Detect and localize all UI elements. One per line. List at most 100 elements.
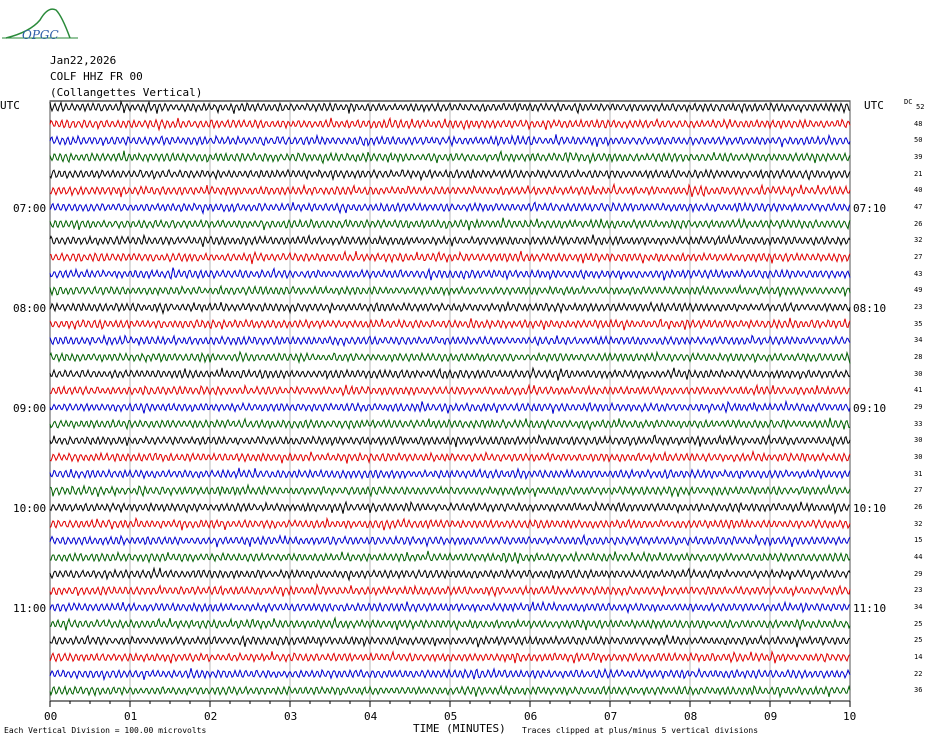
trace-line xyxy=(49,300,851,316)
trace-line xyxy=(49,449,851,465)
dc-value: 47 xyxy=(914,203,923,211)
right-time-label: 08:10 xyxy=(853,302,887,315)
dc-label: DC xyxy=(904,98,913,106)
dc-value: 25 xyxy=(914,636,923,645)
trace-line xyxy=(49,616,851,632)
trace-line xyxy=(49,417,851,432)
dc-value: 14 xyxy=(914,653,923,661)
left-time-label: 08:00 xyxy=(13,302,47,315)
x-tick-label: 01 xyxy=(124,710,138,723)
dc-value: 26 xyxy=(914,219,923,228)
trace-line xyxy=(49,267,851,281)
trace-line xyxy=(49,168,851,182)
dc-value: 32 xyxy=(914,236,923,245)
trace-line xyxy=(49,217,851,231)
trace-line xyxy=(49,516,851,531)
header-date: Jan22,2026 xyxy=(50,54,117,67)
right-time-label: 11:10 xyxy=(853,602,887,615)
trace-line xyxy=(49,249,851,265)
dc-value: 49 xyxy=(914,286,923,295)
dc-value: 26 xyxy=(914,503,923,511)
header-station: COLF HHZ FR 00 xyxy=(50,70,143,83)
trace-line xyxy=(49,116,851,132)
trace-line xyxy=(49,233,851,247)
trace-line xyxy=(49,566,851,582)
x-tick-label: 04 xyxy=(364,710,378,723)
trace-line xyxy=(49,500,851,515)
dc-value: 39 xyxy=(914,153,923,161)
trace-line xyxy=(49,433,851,448)
dc-value: 44 xyxy=(914,553,923,561)
dc-value: 21 xyxy=(914,169,923,178)
x-tick-label: 06 xyxy=(524,710,538,723)
header-site: (Collangettes Vertical) xyxy=(50,86,203,99)
right-time-label: 10:10 xyxy=(853,502,887,515)
dc-value: 41 xyxy=(914,386,923,395)
left-time-label: 11:00 xyxy=(13,602,47,615)
seismic-traces xyxy=(49,99,851,699)
dc-value: 30 xyxy=(914,453,923,461)
dc-value: 29 xyxy=(914,569,923,578)
left-time-label: 09:00 xyxy=(13,402,47,415)
trace-line xyxy=(49,182,851,198)
x-tick-label: 03 xyxy=(284,710,298,723)
trace-line xyxy=(49,366,851,381)
dc-value: 34 xyxy=(914,603,923,611)
clip-note: Traces clipped at plus/minus 5 vertical … xyxy=(522,726,759,735)
trace-line xyxy=(49,533,851,548)
right-time-label: 09:10 xyxy=(853,402,887,415)
logo-text: OPGC xyxy=(22,28,59,42)
x-tick-label: 05 xyxy=(444,710,458,723)
trace-line xyxy=(49,684,851,699)
dc-value: 31 xyxy=(914,469,923,478)
dc-value: 30 xyxy=(914,369,923,378)
trace-line xyxy=(49,467,851,480)
x-tick-label: 08 xyxy=(684,710,698,723)
x-tick-label: 09 xyxy=(764,710,778,723)
dc-value: 33 xyxy=(914,419,923,428)
trace-line xyxy=(49,149,851,165)
trace-line xyxy=(49,649,851,664)
trace-line xyxy=(49,667,851,682)
dc-value: 35 xyxy=(914,319,923,328)
trace-line xyxy=(49,383,851,397)
right-time-label: 07:10 xyxy=(853,202,887,215)
trace-line xyxy=(49,350,851,365)
dc-value: 23 xyxy=(914,303,923,311)
left-utc-label: UTC xyxy=(0,99,20,112)
dc-value: 36 xyxy=(914,686,923,695)
dc-value: 27 xyxy=(914,253,923,261)
trace-line xyxy=(49,133,851,148)
dc-value: 50 xyxy=(914,136,923,145)
left-time-label: 10:00 xyxy=(13,502,47,515)
trace-line xyxy=(49,550,851,564)
right-utc-label: UTC xyxy=(864,99,884,112)
trace-line xyxy=(49,582,851,598)
dc-value: 52 xyxy=(916,103,925,111)
x-tick-label: 02 xyxy=(204,710,218,723)
left-time-label: 07:00 xyxy=(13,202,47,215)
dc-value: 29 xyxy=(914,403,923,411)
x-axis-ticks xyxy=(49,701,851,707)
x-axis-title: TIME (MINUTES) xyxy=(413,722,506,735)
dc-value: 48 xyxy=(914,119,923,128)
dc-value: 28 xyxy=(914,353,923,361)
dc-value: 34 xyxy=(914,336,923,345)
scale-note: Each Vertical Division = 100.00 microvol… xyxy=(4,726,207,735)
x-tick-label: 07 xyxy=(604,710,618,723)
trace-line xyxy=(49,600,851,615)
dc-value: 27 xyxy=(914,486,923,495)
trace-line xyxy=(49,399,851,415)
dc-value: 32 xyxy=(914,519,923,528)
dc-value: 30 xyxy=(914,436,923,445)
trace-line xyxy=(49,201,851,215)
opgc-logo-icon: OPGC xyxy=(2,8,78,42)
dc-value: 23 xyxy=(914,586,923,595)
x-tick-label: 00 xyxy=(44,710,58,723)
dc-value: 22 xyxy=(914,669,923,678)
trace-line xyxy=(49,333,851,348)
dc-value: 25 xyxy=(914,619,923,628)
dc-value: 43 xyxy=(914,269,923,278)
trace-line xyxy=(49,283,851,298)
